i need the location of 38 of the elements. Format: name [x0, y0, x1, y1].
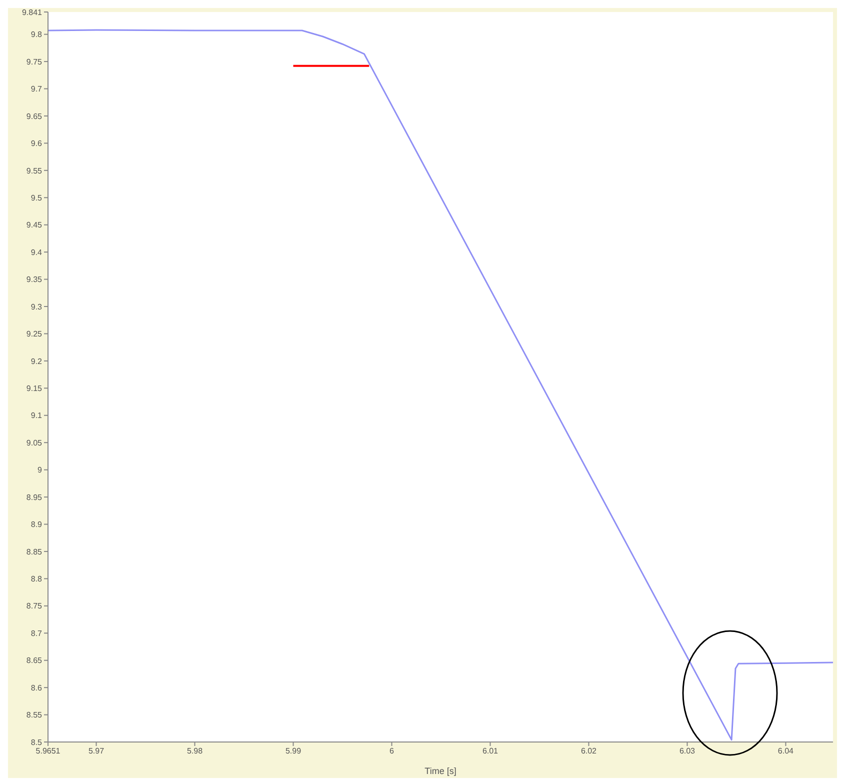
y-tick-label: 9.15	[26, 384, 43, 393]
x-tick-label: 5.99	[285, 746, 302, 756]
x-tick-label: 5.98	[186, 746, 204, 756]
y-tick-label: 9.8	[30, 30, 43, 40]
y-tick-label: 9.4	[30, 248, 43, 257]
y-tick-label: 8.8	[30, 574, 43, 584]
x-tick-label: 5.97	[88, 746, 105, 756]
x-tick-label: 6.02	[580, 746, 598, 756]
y-tick-label: 9.3	[30, 302, 43, 312]
y-tick-label: 8.7	[30, 628, 43, 638]
y-tick-label: 8.6	[30, 683, 43, 692]
x-tick-label: 6	[390, 746, 395, 756]
y-tick-label: 8.5	[30, 738, 43, 747]
y-tick-label: 8.9	[30, 520, 43, 530]
y-tick-label: 8.65	[26, 656, 43, 666]
y-tick-label: 9.5	[30, 193, 43, 202]
y-tick-label: 8.75	[26, 602, 43, 611]
x-tick-label: 5.9651	[36, 746, 61, 756]
y-tick-label: 8.85	[26, 547, 43, 556]
y-tick-label: 9.45	[26, 220, 43, 230]
x-axis-title: Time [s]	[424, 766, 456, 776]
y-tick-label: 9.75	[26, 57, 43, 66]
y-tick-label: 9.25	[26, 330, 43, 339]
y-tick-label: 9	[38, 466, 43, 475]
y-tick-label: 9.05	[26, 438, 43, 448]
y-tick-label: 9.65	[26, 112, 43, 121]
y-tick-label: 9.7	[30, 84, 43, 94]
x-tick-label: 6.01	[482, 746, 499, 756]
y-tick-label: 9.2	[30, 356, 43, 366]
y-tick-label: 9.35	[26, 275, 43, 284]
y-tick-label: 8.95	[26, 492, 43, 502]
y-tick-label: 9.6	[30, 139, 43, 148]
x-tick-label: 6.04	[778, 746, 794, 756]
y-tick-label: 9.1	[30, 411, 43, 420]
y-tick-label: 9.841	[22, 8, 43, 17]
x-tick-label: 6.03	[679, 746, 696, 756]
y-tick-label: 8.55	[26, 710, 43, 720]
y-tick-label: 9.55	[26, 166, 43, 176]
